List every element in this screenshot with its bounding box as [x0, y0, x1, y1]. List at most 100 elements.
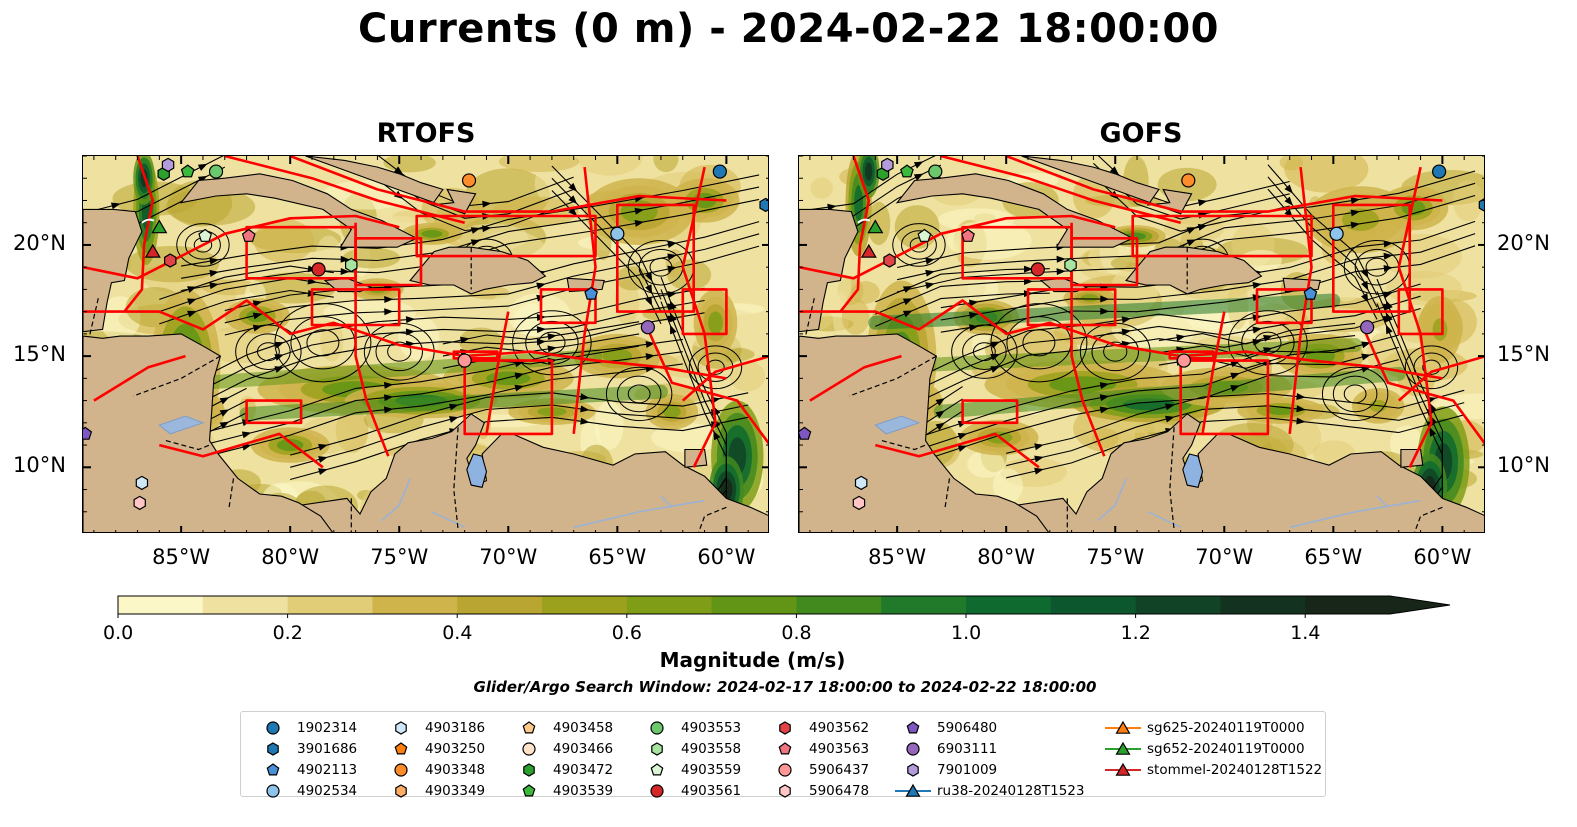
- search-window-text: Glider/Argo Search Window: 2024-02-17 18…: [473, 678, 1097, 696]
- legend-marker-icon: [1105, 720, 1141, 734]
- legend-marker-icon: [778, 742, 792, 755]
- float-marker-4902534: [1329, 226, 1344, 241]
- float-marker-5906437: [1176, 353, 1192, 368]
- y-tick-label-left: 10°N: [13, 453, 66, 478]
- legend-label: 4903553: [681, 720, 742, 736]
- x-tick-label: 85°W: [152, 545, 211, 569]
- x-tick-label: 75°W: [370, 545, 429, 569]
- x-tick-label: 80°W: [261, 545, 320, 569]
- glider-marker-stommel-20240128T1522: [144, 243, 161, 258]
- map-rtofs[interactable]: [82, 155, 769, 533]
- colorbar-tick-label: 0.4: [442, 622, 473, 644]
- legend-label: stommel-20240128T1522: [1147, 762, 1323, 778]
- panel-title-rtofs: RTOFS: [376, 118, 476, 149]
- legend-label: 4902534: [297, 783, 358, 799]
- legend-hexagon-icon: [523, 763, 535, 777]
- legend-marker-icon: [907, 763, 919, 777]
- legend-label: 6903111: [937, 741, 998, 757]
- legend-label: 4903472: [553, 762, 614, 778]
- y-tick-label-right: 15°N: [1497, 342, 1550, 367]
- legend-marker-icon: [522, 742, 536, 756]
- y-tick-label-left: 20°N: [13, 230, 66, 255]
- legend-label: ru38-20240128T1523: [937, 783, 1085, 799]
- colorbar-segment: [118, 596, 204, 614]
- colorbar-segment: [796, 596, 882, 614]
- float-marker-4903562: [163, 253, 177, 268]
- legend-marker-icon: [906, 742, 920, 756]
- legend-hexagon-icon: [395, 784, 407, 798]
- float-marker-4903539: [180, 164, 195, 178]
- legend-hexagon-icon: [395, 721, 407, 735]
- colorbar-tick-label: 0.2: [272, 622, 303, 644]
- legend-label: 4903559: [681, 762, 742, 778]
- legend-marker-icon: [523, 763, 535, 777]
- float-marker-4903348: [1181, 173, 1196, 188]
- float-marker-4903553: [208, 164, 224, 179]
- legend-hexagon-icon: [267, 742, 279, 756]
- colorbar-segment: [287, 596, 373, 614]
- colorbar-segment: [1305, 596, 1391, 614]
- x-tick-label: 65°W: [1304, 545, 1363, 569]
- colorbar: [117, 595, 1451, 618]
- legend-marker-icon: [522, 721, 536, 734]
- glider-marker-sg652-20240119T0000: [151, 219, 168, 234]
- colorbar-extend-arrow: [1390, 596, 1450, 614]
- x-tick-label: 60°W: [697, 545, 756, 569]
- float-marker-4903561: [311, 262, 326, 277]
- legend-pentagon-icon: [266, 763, 280, 776]
- legend-label: 4903186: [425, 720, 486, 736]
- legend-label: 4903563: [809, 741, 870, 757]
- legend-label: 5906478: [809, 783, 870, 799]
- legend-label: 4903348: [425, 762, 486, 778]
- map-gofs[interactable]: [798, 155, 1485, 533]
- float-marker-4903186: [854, 475, 868, 491]
- float-marker-3901686: [759, 197, 768, 213]
- legend-marker-icon: [395, 721, 407, 735]
- colorbar-segment: [457, 596, 543, 614]
- legend-marker-icon: [650, 763, 664, 776]
- legend-circle-icon: [906, 742, 920, 756]
- legend-marker-icon: [779, 721, 791, 735]
- legend-hexagon-icon: [779, 784, 791, 798]
- legend-marker-icon: [778, 763, 792, 777]
- legend-label: sg652-20240119T0000: [1147, 741, 1305, 757]
- legend-label: 7901009: [937, 762, 998, 778]
- y-tick-label-right: 20°N: [1497, 230, 1550, 255]
- figure-title: Currents (0 m) - 2024-02-22 18:00:00: [358, 6, 1219, 52]
- legend-circle-icon: [266, 721, 280, 735]
- x-tick-label: 60°W: [1413, 545, 1472, 569]
- legend-label: 4903539: [553, 783, 614, 799]
- currents-map-gofs: [799, 156, 1484, 532]
- float-marker-4903559: [917, 228, 932, 242]
- legend-marker-icon: [395, 784, 407, 798]
- currents-map-rtofs: [83, 156, 768, 532]
- colorbar-segment: [1220, 596, 1306, 614]
- legend-label: 4903458: [553, 720, 614, 736]
- legend-label: 4903250: [425, 741, 486, 757]
- legend-pentagon-icon: [394, 742, 408, 755]
- float-marker-4903553: [928, 164, 943, 179]
- legend-pentagon-icon: [778, 742, 792, 755]
- legend-pentagon-icon: [522, 721, 536, 734]
- legend-marker-icon: [1105, 762, 1141, 776]
- legend-circle-icon: [650, 721, 664, 735]
- legend-label: 5906480: [937, 720, 998, 736]
- legend-label: 3901686: [297, 741, 358, 757]
- float-marker-4903558: [345, 257, 358, 273]
- colorbar-segment: [881, 596, 967, 614]
- colorbar-tick-label: 1.0: [951, 622, 982, 644]
- float-marker-4903186: [135, 475, 149, 491]
- legend-marker-icon: [650, 784, 664, 798]
- float-marker-4903561: [1030, 262, 1045, 277]
- float-marker-5906478: [133, 495, 146, 511]
- x-tick-label: 70°W: [1195, 545, 1254, 569]
- float-marker-5906478: [852, 495, 866, 511]
- legend-circle-icon: [778, 763, 792, 777]
- y-tick-label-right: 10°N: [1497, 453, 1550, 478]
- legend-hexagon-icon: [651, 742, 663, 756]
- colorbar-tick-label: 0.0: [103, 622, 134, 644]
- legend-hexagon-icon: [779, 721, 791, 735]
- legend-label: 5906437: [809, 762, 870, 778]
- legend-glider-icon: [1115, 720, 1131, 734]
- colorbar-tick-label: 1.4: [1290, 622, 1321, 644]
